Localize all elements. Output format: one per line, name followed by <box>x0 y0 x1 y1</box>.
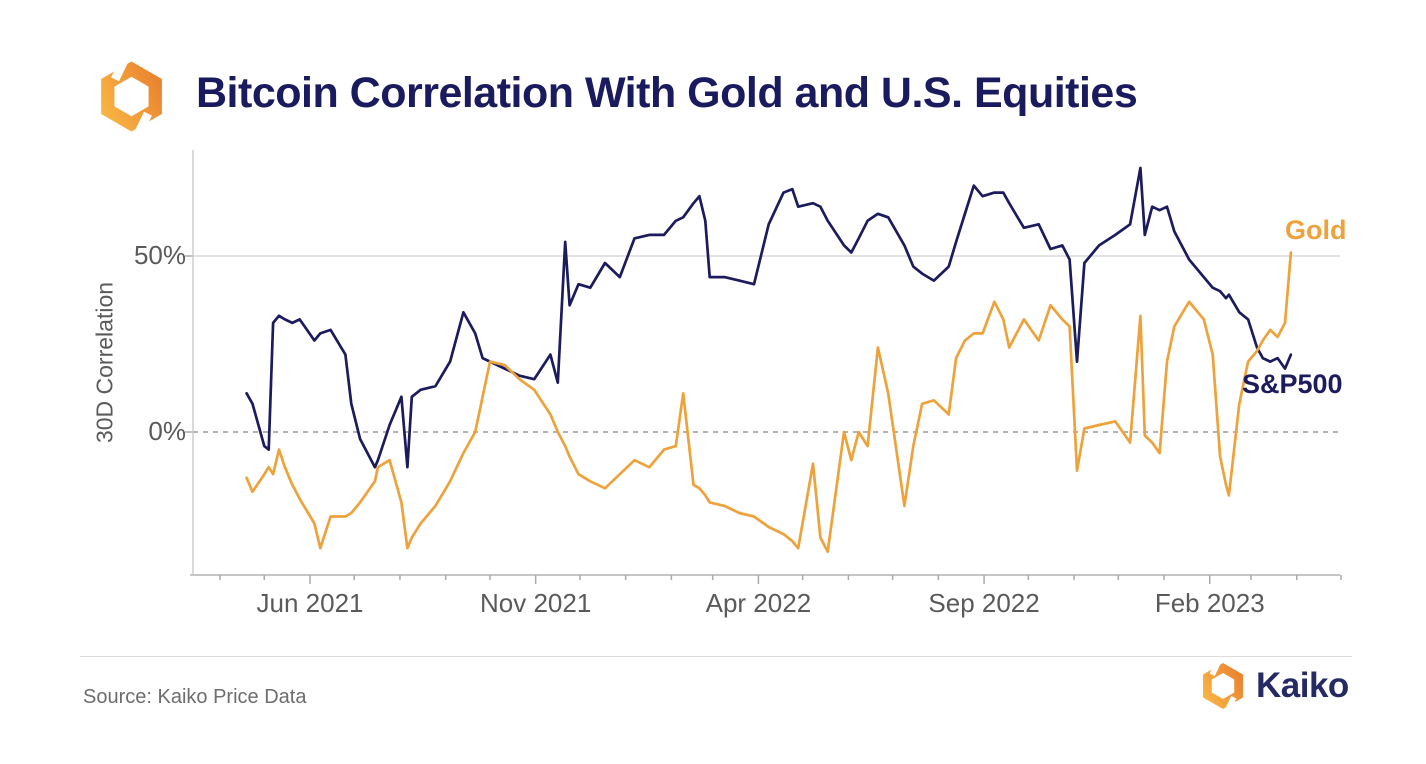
kaiko-logo-icon <box>1199 660 1247 712</box>
x-tick-label: Jun 2021 <box>256 588 364 618</box>
page-title: Bitcoin Correlation With Gold and U.S. E… <box>196 69 1138 117</box>
footer-divider <box>80 656 1352 657</box>
x-tick-label: Nov 2021 <box>480 588 592 618</box>
x-tick-label: Feb 2023 <box>1154 588 1265 618</box>
gold-line <box>245 251 1293 554</box>
gold-series-label: Gold <box>1285 215 1347 245</box>
kaiko-wordmark: Kaiko <box>1256 666 1349 705</box>
y-tick-label: 50% <box>133 240 186 270</box>
x-tick-label: Apr 2022 <box>705 588 812 618</box>
sp500-series-label: S&P500 <box>1242 369 1343 399</box>
kaiko-logo-icon <box>95 57 168 136</box>
sp500-line <box>245 166 1293 469</box>
source-note: Source: Kaiko Price Data <box>83 686 307 708</box>
x-tick-label: Sep 2022 <box>928 588 1040 618</box>
y-tick-label: 0% <box>148 416 186 446</box>
